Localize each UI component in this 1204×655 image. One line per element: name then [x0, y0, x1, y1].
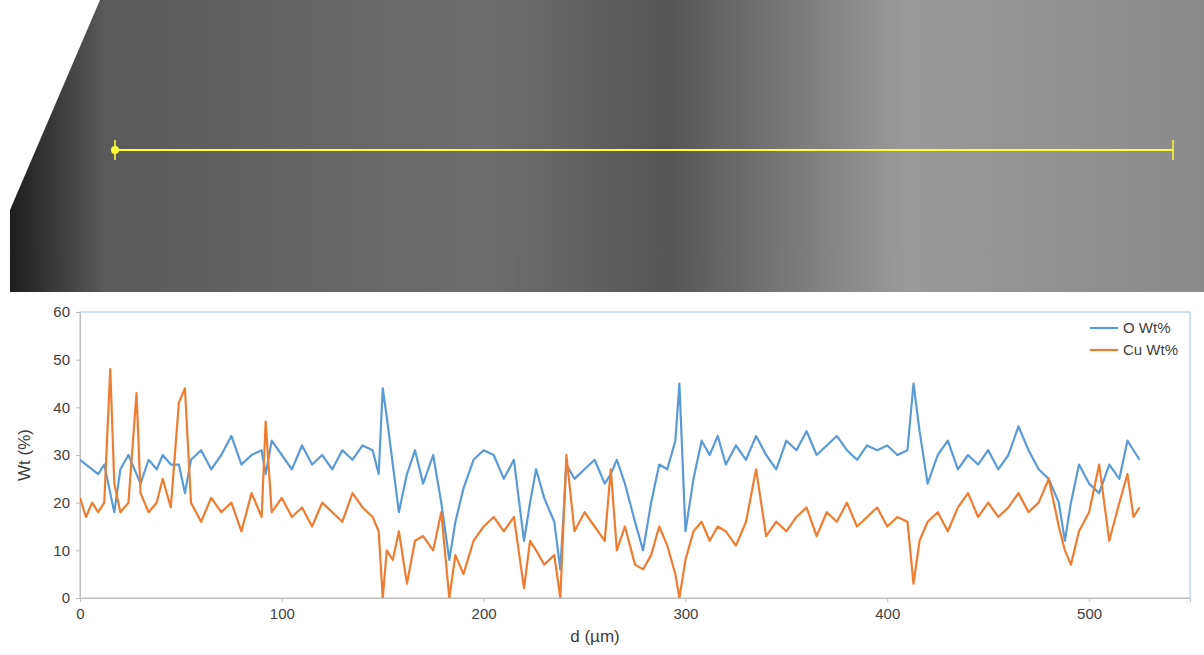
tick-label: 50 [53, 351, 70, 368]
tick: 40 [53, 399, 80, 416]
tick-mark [484, 598, 485, 602]
axis-line [81, 599, 1191, 603]
y-axis: 0 10 20 30 40 50 60 [53, 303, 80, 606]
x-axis-title: d (µm) [570, 627, 619, 646]
tick-label: 60 [53, 303, 70, 320]
legend-label: O Wt% [1123, 319, 1171, 336]
micrograph [10, 0, 1204, 292]
tick: 100 [270, 598, 295, 622]
tick: 200 [472, 598, 497, 622]
tick: 0 [62, 589, 80, 606]
tick-mark [887, 598, 888, 602]
legend-label: Cu Wt% [1123, 341, 1178, 358]
tick: 0 [76, 598, 84, 622]
tick-label: 10 [53, 542, 70, 559]
tick-mark [1089, 598, 1090, 602]
series-line [80, 369, 1140, 598]
scan-start [111, 146, 119, 154]
axis-line [76, 313, 81, 599]
scan-line-cap [1172, 140, 1174, 160]
tick-label: 400 [875, 605, 900, 622]
chart-root: 0 100 200 300 400 500 0 10 20 30 40 50 60 d (µm) Wt (%… [0, 0, 1204, 655]
tick-label: 200 [472, 605, 497, 622]
tick-mark [76, 503, 80, 504]
tick-mark [76, 455, 80, 456]
plot-frame [80, 312, 1190, 598]
tick: 60 [53, 303, 80, 320]
legend: O Wt% Cu Wt% [1090, 319, 1178, 358]
legend-swatch [1090, 349, 1118, 351]
tick: 50 [53, 351, 80, 368]
tick: 400 [875, 598, 900, 622]
tick-label: 0 [76, 605, 84, 622]
micrograph-background [10, 0, 1204, 292]
tick-label: 500 [1077, 605, 1102, 622]
tick: 20 [53, 494, 80, 511]
tick: 300 [673, 598, 698, 622]
legend-item: O Wt% [1090, 319, 1171, 336]
tick-mark [76, 312, 80, 313]
tick-mark [76, 407, 80, 408]
tick-label: 20 [53, 494, 70, 511]
tick: 500 [1077, 598, 1102, 622]
tick: 10 [53, 542, 80, 559]
x-axis: 0 100 200 300 400 500 [76, 598, 1190, 622]
tick-mark [76, 360, 80, 361]
tick-mark [76, 550, 80, 551]
tick-label: 0 [62, 589, 70, 606]
scan-line [115, 149, 1173, 151]
tick-label: 100 [270, 605, 295, 622]
tick: 30 [53, 446, 80, 463]
tick-label: 40 [53, 399, 70, 416]
tick-label: 30 [53, 446, 70, 463]
y-axis-title: Wt (%) [15, 429, 34, 481]
legend-item: Cu Wt% [1090, 341, 1178, 358]
tick-label: 300 [673, 605, 698, 622]
tick-mark [282, 598, 283, 602]
tick-mark [685, 598, 686, 602]
tick-mark [76, 598, 80, 599]
legend-swatch [1090, 327, 1118, 329]
plot-area [80, 369, 1140, 598]
